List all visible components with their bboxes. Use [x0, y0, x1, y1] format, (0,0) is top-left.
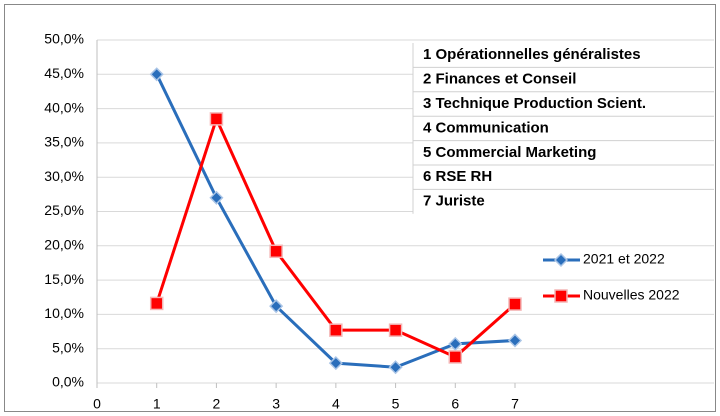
x-tick-label: 7 — [511, 396, 519, 412]
annotation: 7 Juriste — [423, 193, 485, 210]
y-tick-label: 10,0% — [44, 305, 84, 321]
data-point — [209, 190, 224, 205]
data-point — [508, 297, 522, 311]
data-point — [448, 350, 463, 364]
legend-label: 2021 et 2022 — [583, 251, 665, 267]
y-tick-label: 5,0% — [52, 339, 84, 355]
x-tick-label: 3 — [272, 396, 280, 412]
y-tick-label: 50,0% — [44, 31, 84, 47]
y-tick-label: 0,0% — [52, 374, 84, 390]
legend-label: Nouvelles 2022 — [583, 287, 680, 303]
annotation-box — [413, 43, 714, 214]
annotation: 2 Finances et Conseil — [423, 71, 576, 88]
x-tick-label: 6 — [451, 396, 459, 412]
legend-marker — [554, 289, 568, 303]
x-tick-label: 2 — [213, 396, 221, 412]
data-point — [269, 244, 283, 259]
data-point — [388, 360, 403, 375]
y-tick-label: 25,0% — [44, 202, 84, 218]
x-tick-label: 5 — [392, 396, 400, 412]
data-point — [209, 112, 224, 126]
data-point — [149, 67, 164, 82]
annotation: 5 Commercial Marketing — [423, 144, 596, 161]
y-tick-label: 35,0% — [44, 134, 84, 150]
data-point — [269, 299, 284, 314]
y-tick-label: 20,0% — [44, 237, 84, 253]
data-point — [448, 336, 463, 351]
x-tick-label: 0 — [93, 396, 101, 412]
annotation: 6 RSE RH — [423, 168, 492, 185]
data-point — [388, 323, 403, 337]
x-tick-label: 1 — [153, 396, 161, 412]
annotation: 4 Communication — [423, 119, 549, 136]
data-point — [328, 356, 343, 371]
annotation: 1 Opérationnelles généralistes — [423, 46, 641, 63]
x-tick-label: 4 — [332, 396, 340, 412]
legend-marker — [553, 252, 569, 268]
y-tick-label: 30,0% — [44, 168, 84, 184]
data-point — [329, 323, 343, 337]
data-point — [507, 333, 523, 348]
y-tick-label: 15,0% — [44, 271, 84, 287]
data-point — [149, 296, 164, 311]
y-tick-label: 45,0% — [44, 65, 84, 81]
y-tick-label: 40,0% — [44, 99, 84, 115]
annotation: 3 Technique Production Scient. — [423, 95, 646, 112]
